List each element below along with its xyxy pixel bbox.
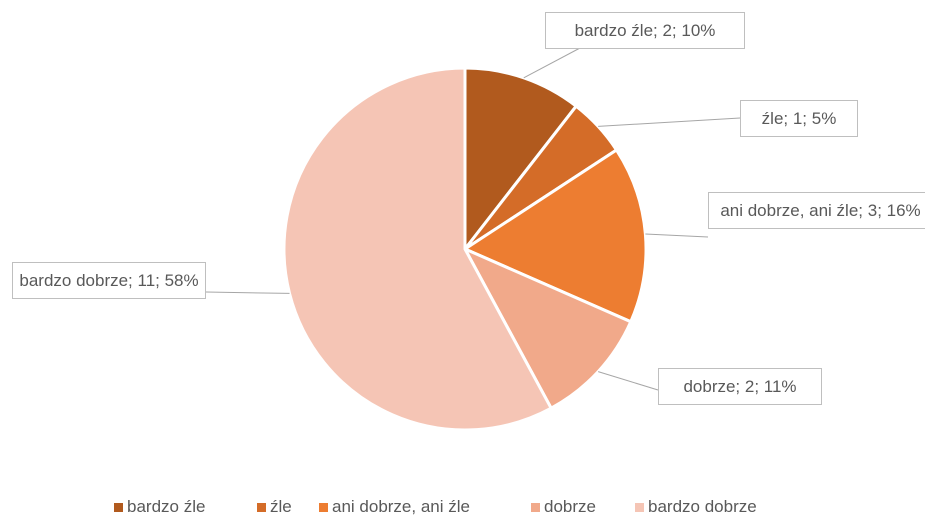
data-label: dobrze; 2; 11% — [658, 368, 822, 405]
legend-swatch — [531, 503, 540, 512]
data-label: bardzo dobrze; 11; 58% — [12, 262, 206, 299]
leader-line — [598, 117, 741, 127]
legend-label: bardzo dobrze — [648, 497, 757, 516]
leader-line — [523, 47, 581, 79]
legend-swatch — [319, 503, 328, 512]
legend-swatch — [635, 503, 644, 512]
legend-swatch — [114, 503, 123, 512]
legend-label: dobrze — [544, 497, 596, 516]
pie-slice — [461, 245, 633, 411]
pie-slice — [461, 147, 648, 324]
pie-slice — [463, 66, 579, 254]
leader-line — [205, 291, 290, 294]
legend-label: bardzo źle — [127, 497, 206, 516]
data-label: źle; 1; 5% — [740, 100, 858, 137]
legend-label: ani dobrze, ani źle — [332, 497, 470, 516]
data-label: ani dobrze, ani źle; 3; 16% — [708, 192, 925, 229]
legend-label: źle — [270, 497, 292, 516]
legend-swatch — [257, 503, 266, 512]
data-label: bardzo źle; 2; 10% — [545, 12, 745, 49]
leader-line — [645, 233, 709, 238]
leader-line — [598, 371, 659, 391]
pie-slice — [282, 66, 554, 432]
